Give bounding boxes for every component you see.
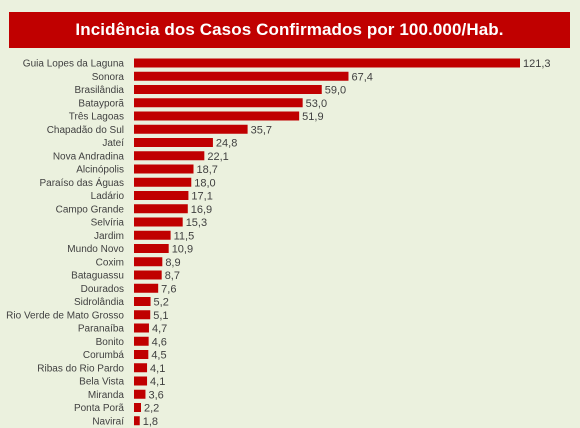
data-label: 35,7 [251,124,272,136]
data-label: 4,6 [152,336,167,348]
bar [134,98,303,108]
bar [134,323,149,333]
category-label: Ladário [91,191,125,202]
bar [134,230,171,240]
data-label: 8,9 [165,257,180,269]
data-label: 7,6 [161,283,176,295]
bar [134,363,148,373]
bar [134,416,140,426]
category-label: Chapadão do Sul [47,125,124,136]
category-label: Alcinópolis [76,165,124,176]
bar [134,71,349,81]
category-label: Miranda [88,390,125,401]
data-label: 67,4 [351,71,372,83]
category-label: Coxim [96,257,124,268]
bar [134,297,151,306]
chart-title-bar: Incidência dos Casos Confirmados por 100… [9,12,570,48]
category-label: Dourados [81,284,124,295]
bar [134,257,163,267]
category-label: Jateí [102,138,124,149]
bar [134,403,141,412]
data-label: 4,5 [151,350,166,362]
data-label: 17,1 [191,191,212,203]
data-label: 18,0 [194,177,215,189]
data-label: 51,9 [302,111,323,123]
category-label: Jardim [94,231,124,242]
bar [134,283,159,293]
data-label: 59,0 [325,85,346,97]
data-label: 4,7 [152,323,167,335]
data-label: 3,6 [148,389,163,401]
category-label: Naviraí [92,416,124,427]
data-label: 22,1 [207,151,228,163]
bar [134,310,151,320]
category-label: Brasilândia [75,85,125,96]
category-label: Ribas do Rio Pardo [37,363,124,374]
category-label: Campo Grande [56,204,125,215]
bar [134,164,194,174]
category-label: Paraíso das Águas [40,176,125,189]
bar [134,244,169,253]
data-label: 4,1 [150,376,165,388]
category-label: Bonito [96,337,125,348]
data-label: 18,7 [197,164,218,176]
category-label: Paranaíba [78,324,125,335]
category-label: Sonora [92,72,125,83]
category-label: Ponta Porã [74,403,124,414]
category-label: Três Lagoas [69,112,124,123]
category-label: Corumbá [83,350,125,361]
bar [134,111,300,121]
data-label: 16,9 [191,204,212,216]
data-label: 15,3 [186,217,207,229]
bar [134,270,162,280]
bar [134,85,322,94]
category-label: Bela Vista [79,377,124,388]
bar [134,389,146,399]
data-label: 2,2 [144,403,159,415]
category-label: Nova Andradina [53,151,125,162]
bar [134,376,148,386]
bar [134,191,189,200]
bar [134,124,248,134]
category-label: Sidrolândia [74,297,124,308]
bar [134,350,149,359]
bar [134,151,205,161]
data-label: 121,3 [523,58,551,70]
data-label: 11,5 [174,230,195,242]
category-label: Guia Lopes da Laguna [23,59,125,70]
bar [134,204,188,214]
bar [134,336,149,346]
category-label: Rio Verde de Mato Grosso [6,310,124,321]
category-label: Bataguassu [71,271,124,282]
data-label: 24,8 [216,138,237,150]
category-label: Mundo Novo [67,244,124,255]
data-label: 10,9 [172,244,193,256]
data-label: 53,0 [306,98,327,110]
category-label: Selvíria [91,218,125,229]
bar [134,217,183,227]
bar [134,138,213,147]
data-label: 8,7 [165,270,180,282]
bar [134,58,520,68]
data-label: 1,8 [143,416,158,428]
data-label: 5,1 [153,310,168,322]
data-label: 5,2 [154,297,169,309]
data-label: 4,1 [150,363,165,375]
category-label: Batayporã [78,98,124,109]
bar [134,177,192,187]
chart-title: Incidência dos Casos Confirmados por 100… [75,20,504,39]
